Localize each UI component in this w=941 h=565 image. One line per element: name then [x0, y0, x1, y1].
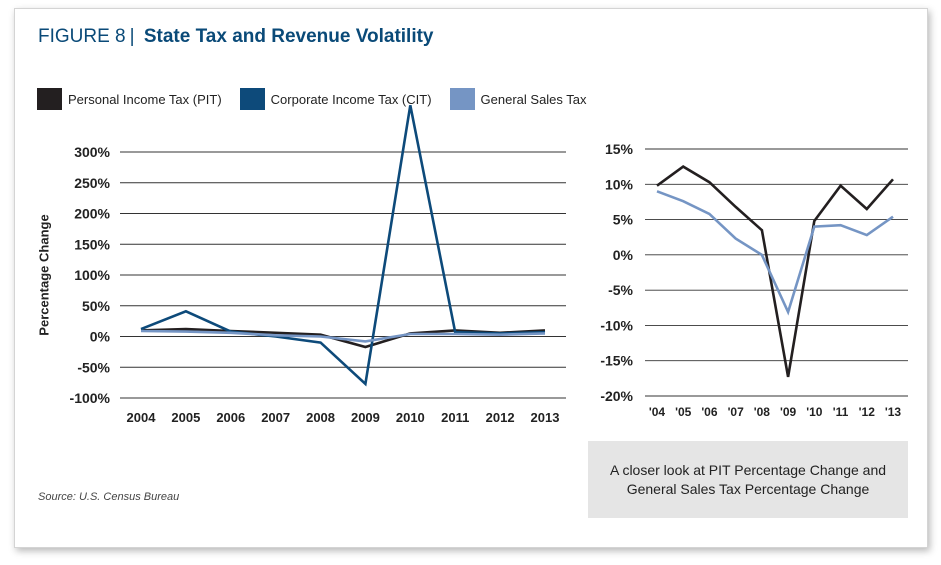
left-chart-x-tick-label: 2005	[171, 410, 200, 425]
legend-label-cit: Corporate Income Tax (CIT)	[270, 91, 432, 107]
right-chart-x-tick-label: '12	[859, 405, 876, 419]
right-chart-y-tick-label: 10%	[605, 176, 634, 192]
left-chart-y-tick-label: 0%	[90, 329, 111, 345]
right-chart-x-tick-label: '13	[885, 405, 902, 419]
right-chart-y-tick-label: 0%	[613, 247, 634, 263]
right-chart-series-line-pit	[656, 165, 894, 378]
right-chart-y-tick-label: 5%	[613, 212, 634, 228]
right-chart-x-tick-label: '10	[806, 405, 823, 419]
right-chart-y-tick-label: -10%	[600, 317, 633, 333]
left-chart-x-tick-label: 2006	[216, 410, 245, 425]
left-chart-y-tick-label: -50%	[77, 359, 110, 375]
left-chart-x-tick-label: 2011	[441, 410, 469, 425]
legend-item-cit: Corporate Income Tax (CIT)	[239, 88, 432, 110]
right-chart-x-tick-label: '04	[649, 405, 666, 419]
figure-number: FIGURE 8	[38, 26, 126, 47]
legend-swatch-pit	[37, 88, 62, 110]
title-separator: |	[129, 26, 135, 47]
left-chart-series-line-cit	[140, 105, 546, 387]
left-chart-series-line-sales	[140, 329, 546, 343]
left-chart-y-tick-label: 150%	[74, 236, 110, 252]
right-chart-x-tick-label: '11	[833, 405, 849, 419]
right-chart-y-tick-label: -15%	[600, 353, 633, 369]
right-chart-x-tick-label: '07	[728, 405, 745, 419]
left-chart-x-tick-label: 2009	[351, 410, 380, 425]
right-chart-y-tick-label: 15%	[605, 141, 634, 157]
right-chart-y-tick-label: -5%	[608, 282, 633, 298]
left-chart-x-tick-label: 2012	[486, 410, 515, 425]
figure-title: FIGURE 8 | State Tax and Revenue Volatili…	[38, 26, 434, 48]
legend-swatch-cit	[239, 88, 265, 110]
legend-item-sales: General Sales Tax	[449, 88, 587, 110]
right-chart-x-tick-label: '08	[754, 405, 771, 419]
left-chart-x-tick-label: 2008	[306, 410, 335, 425]
legend-item-pit: Personal Income Tax (PIT)	[37, 88, 222, 110]
left-chart-x-tick-label: 2010	[396, 410, 425, 425]
right-chart-x-tick-label: '05	[675, 405, 692, 419]
left-chart-y-tick-label: 200%	[74, 206, 110, 222]
figure-title-text: State Tax and Revenue Volatility	[143, 26, 434, 47]
legend-swatch-sales	[449, 88, 475, 110]
legend-label-sales: General Sales Tax	[480, 91, 587, 107]
left-chart-y-tick-label: 50%	[82, 298, 111, 314]
left-chart-x-tick-label: 2004	[127, 410, 157, 425]
right-chart-x-tick-label: '06	[701, 405, 718, 419]
callout-text: A closer look at PIT Percentage Change a…	[609, 461, 887, 497]
legend-label-pit: Personal Income Tax (PIT)	[68, 91, 222, 107]
right-chart-series-line-sales	[656, 190, 894, 316]
source-note: Source: U.S. Census Bureau	[38, 491, 180, 503]
right-chart-x-tick-label: '09	[780, 405, 797, 419]
callout-box: A closer look at PIT Percentage Change a…	[588, 441, 908, 518]
legend: Personal Income Tax (PIT) Corporate Inco…	[37, 88, 605, 110]
left-chart-y-tick-label: 250%	[74, 175, 110, 191]
left-chart-x-tick-label: 2013	[531, 410, 560, 425]
left-chart-x-tick-label: 2007	[261, 410, 290, 425]
left-chart-y-tick-label: -100%	[70, 390, 111, 406]
right-chart-y-tick-label: -20%	[600, 388, 633, 404]
left-chart-y-tick-label: 100%	[74, 267, 110, 283]
left-chart-y-tick-label: 300%	[74, 144, 110, 160]
